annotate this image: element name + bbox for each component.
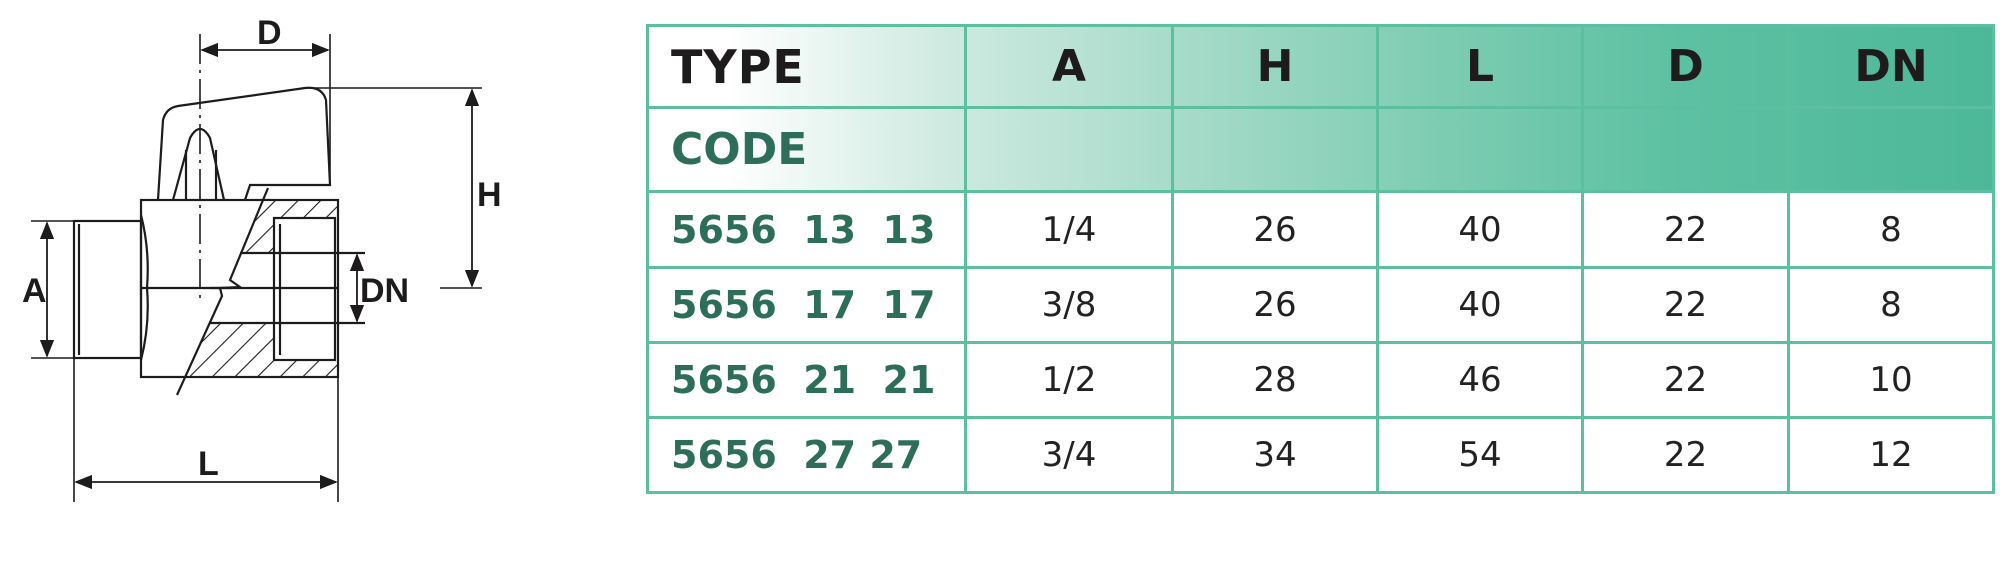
cell-l: 40 (1376, 190, 1584, 269)
table-row: 5656 13 13 1/4 26 40 22 8 (646, 190, 1995, 269)
code-cell: 5656 13 13 (646, 190, 967, 269)
table-row: 5656 21 21 1/2 28 46 22 10 (646, 341, 1995, 419)
cell-dn: 8 (1787, 266, 1995, 344)
cell-l: 54 (1376, 416, 1584, 494)
cell-d: 22 (1581, 266, 1790, 344)
code-cell: 5656 21 21 (646, 341, 967, 419)
cell-a: 1/4 (964, 190, 1174, 269)
dimension-label-h: H (477, 176, 502, 214)
header-row: TYPE A H L D DN (646, 24, 1995, 109)
code-cell: 5656 27 27 (646, 416, 967, 494)
dimension-label-a: A (22, 272, 47, 310)
header-dn: DN (1787, 24, 1995, 109)
cell-l: 40 (1376, 266, 1584, 344)
header-l: L (1376, 24, 1584, 109)
cell-d: 22 (1581, 190, 1790, 269)
table-row: 5656 27 27 3/4 34 54 22 12 (646, 416, 1995, 494)
hatched-section (185, 201, 338, 377)
header-h: H (1171, 24, 1379, 109)
dimension-label-l: L (198, 445, 219, 483)
cell-d: 22 (1581, 341, 1790, 419)
valve-nipple (72, 219, 143, 360)
dimensions-table: TYPE A H L D DN CODE 5656 13 13 1/4 26 4… (646, 24, 1995, 494)
cell-d: 22 (1581, 416, 1790, 494)
cell-l: 46 (1376, 341, 1584, 419)
cell-a: 3/4 (964, 416, 1174, 494)
code-header-row: CODE (646, 106, 1995, 193)
cell-h: 26 (1171, 266, 1379, 344)
cell-h: 28 (1171, 341, 1379, 419)
cell-a: 1/2 (964, 341, 1174, 419)
cell-a: 3/8 (964, 266, 1174, 344)
cell-dn: 12 (1787, 416, 1995, 494)
header-a: A (964, 24, 1174, 109)
dimension-label-d: D (257, 14, 282, 52)
header-type: TYPE (646, 24, 967, 109)
header-code: CODE (646, 106, 967, 193)
cell-h: 34 (1171, 416, 1379, 494)
valve-technical-drawing: D H A DN L (22, 14, 502, 502)
cell-h: 26 (1171, 190, 1379, 269)
header-d: D (1581, 24, 1790, 109)
code-cell: 5656 17 17 (646, 266, 967, 344)
cell-dn: 8 (1787, 190, 1995, 269)
break-line (175, 187, 270, 396)
table-row: 5656 17 17 3/8 26 40 22 8 (646, 266, 1995, 344)
dimension-label-dn: DN (360, 272, 409, 310)
cell-dn: 10 (1787, 341, 1995, 419)
valve-handle (156, 86, 332, 201)
